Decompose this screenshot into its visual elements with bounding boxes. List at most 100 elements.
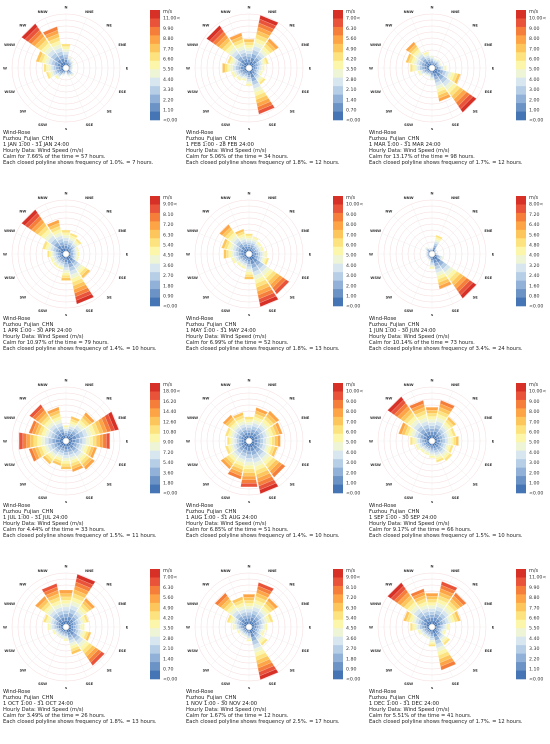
wind-rose-petal xyxy=(61,600,71,603)
wind-rose-petal xyxy=(72,67,73,69)
legend-tick: 9.00 xyxy=(163,440,173,446)
wind-rose-petal xyxy=(427,413,437,416)
legend-tick: 1.80 xyxy=(346,656,356,662)
wind-rose-petal xyxy=(427,599,437,602)
legend-unit: m/s xyxy=(346,195,356,201)
direction-label: SE xyxy=(473,296,479,300)
legend-tick: 7.70 xyxy=(529,605,539,611)
wind-rose-petal xyxy=(247,636,251,638)
legend-tick: <0.00 xyxy=(529,677,543,683)
legend-swatch xyxy=(150,289,160,298)
wind-rose-petal xyxy=(248,630,250,632)
direction-label: N xyxy=(430,379,433,383)
caption-polyline-text: Each closed polyline shows frequency of … xyxy=(3,533,183,539)
wind-rose-petal xyxy=(63,235,70,238)
wind-rose-petal xyxy=(70,253,71,255)
legend-swatch xyxy=(333,671,343,680)
legend-tick: 1.00 xyxy=(529,481,539,487)
direction-label: E xyxy=(126,626,129,630)
direction-label: NNE xyxy=(85,196,94,200)
legend-swatch xyxy=(333,620,343,629)
wind-rose-petal xyxy=(248,247,251,249)
direction-label: NW xyxy=(385,23,392,27)
wind-rose-petal xyxy=(430,77,434,79)
wind-rose-petal xyxy=(422,625,424,629)
direction-label: NE xyxy=(472,209,478,213)
caption-polyline-text: Each closed polyline shows frequency of … xyxy=(3,160,183,166)
legend-swatch xyxy=(333,10,343,19)
wind-rose-petal xyxy=(430,615,434,618)
wind-rose-petal xyxy=(78,252,79,257)
wind-rose-petal xyxy=(63,427,68,429)
wind-rose-petal xyxy=(45,437,49,445)
direction-label: SSE xyxy=(86,496,94,500)
legend-tick: 9.90 xyxy=(529,585,539,591)
wind-rose-petal xyxy=(62,607,69,610)
direction-spoke xyxy=(66,68,116,89)
calm-circle xyxy=(63,251,69,257)
wind-rose-petal xyxy=(62,44,71,47)
wind-rose-petal xyxy=(430,429,434,432)
legend-swatch xyxy=(516,35,526,44)
legend-tick: 9.00 xyxy=(346,212,356,218)
wind-rose-petal xyxy=(56,625,58,629)
legend-tick: <0.00 xyxy=(163,118,177,124)
wind-rose-petal xyxy=(234,251,236,257)
wind-rose-petal xyxy=(261,66,263,71)
wind-rose-petal xyxy=(70,67,71,69)
wind-rose-petal xyxy=(65,436,67,438)
legend-tick: 3.50 xyxy=(346,67,356,73)
legend-tick: 4.40 xyxy=(163,77,173,83)
legend-tick: 6.30 xyxy=(163,585,173,591)
legend-tick: 1.60 xyxy=(529,283,539,289)
direction-label: ENE xyxy=(301,602,309,606)
direction-label: SSE xyxy=(452,123,460,127)
wind-rose-petal xyxy=(57,252,59,255)
wind-rose-petal xyxy=(410,437,412,445)
direction-label: ESE xyxy=(302,649,310,653)
wind-rose-petal xyxy=(422,66,424,70)
direction-label: SE xyxy=(290,669,296,673)
wind-rose-petal xyxy=(244,597,255,600)
wind-rose-petal xyxy=(430,638,435,640)
caption-polyline-text: Each closed polyline shows frequency of … xyxy=(369,533,549,539)
wind-rose-petal xyxy=(431,248,433,249)
legend-swatch xyxy=(516,27,526,36)
wind-rose-petal xyxy=(431,72,433,74)
wind-rose-petal xyxy=(239,252,241,256)
wind-rose-petal xyxy=(244,42,253,45)
wind-rose-petal xyxy=(230,437,232,444)
direction-label: ESE xyxy=(119,463,127,467)
legend-swatch xyxy=(150,69,160,78)
calm-circle xyxy=(246,65,252,71)
legend-swatch xyxy=(150,451,160,460)
wind-rose-petal xyxy=(252,67,254,69)
direction-label: E xyxy=(492,440,495,444)
direction-label: WSW xyxy=(4,463,15,467)
wind-rose-petal xyxy=(63,452,68,455)
legend-swatch xyxy=(150,35,160,44)
wind-rose-petal xyxy=(430,59,433,61)
legend-tick: 3.60 xyxy=(346,636,356,642)
wind-rose-petal xyxy=(426,410,437,413)
direction-label: W xyxy=(3,440,7,444)
legend-swatch xyxy=(516,442,526,451)
direction-spoke xyxy=(382,233,432,254)
wind-rose-petal xyxy=(415,438,417,444)
legend-tick: 3.00 xyxy=(529,87,539,93)
direction-label: ESE xyxy=(485,463,493,467)
legend-swatch xyxy=(333,52,343,61)
direction-label: E xyxy=(126,440,129,444)
legend-swatch xyxy=(333,78,343,87)
legend-swatch xyxy=(516,400,526,409)
direction-label: SSE xyxy=(452,496,460,500)
legend-tick: 2.00 xyxy=(529,97,539,103)
wind-rose-petal xyxy=(246,81,252,83)
wind-rose-petal xyxy=(63,238,69,241)
wind-rose-petal xyxy=(247,79,252,81)
